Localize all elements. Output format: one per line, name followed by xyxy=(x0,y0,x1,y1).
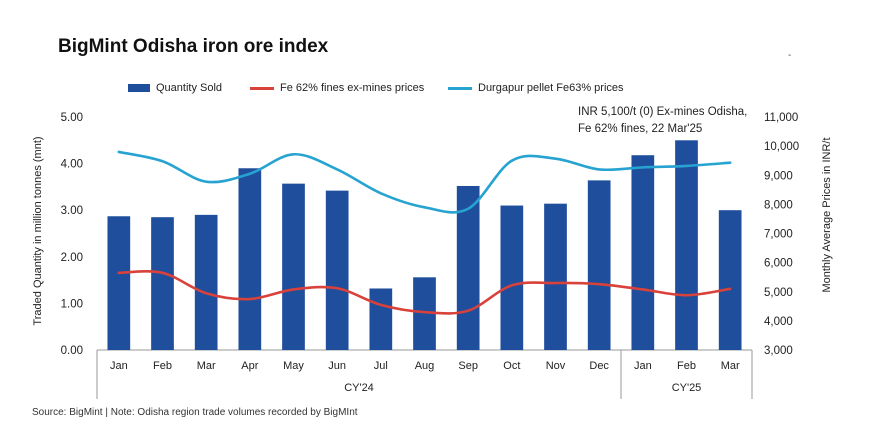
bar-quantity-4 xyxy=(282,183,305,350)
legend-label-fines: Fe 62% fines ex-mines prices xyxy=(280,82,425,94)
bar-quantity-0 xyxy=(107,216,131,350)
x-tick-3: Apr xyxy=(241,360,258,372)
legend-item-fines: Fe 62% fines ex-mines prices xyxy=(250,82,424,94)
y-tick-left-3: 3.00 xyxy=(61,205,83,217)
x-tick-2: Mar xyxy=(197,360,216,372)
y-tick-right-2: 5,000 xyxy=(764,287,793,299)
x-tick-7: Aug xyxy=(415,360,435,372)
y-tick-right-1: 4,000 xyxy=(764,316,793,328)
x-tick-8: Sep xyxy=(458,360,478,372)
y-tick-left-1: 1.00 xyxy=(61,298,83,310)
x-tick-6: Jul xyxy=(374,360,388,372)
y-axis-title-right: Monthly Average Prices in INR/t xyxy=(821,137,833,293)
y-tick-right-6: 9,000 xyxy=(764,170,793,182)
bar-quantity-3 xyxy=(238,168,262,350)
bar-quantity-14 xyxy=(718,210,742,350)
x-tick-11: Dec xyxy=(589,360,609,372)
y-tick-left-2: 2.00 xyxy=(61,252,83,264)
x-tick-5: Jun xyxy=(328,360,346,372)
bar-quantity-11 xyxy=(587,180,611,350)
bar-quantity-13 xyxy=(675,140,698,350)
legend-swatch-pellet xyxy=(448,86,472,90)
bar-quantity-2 xyxy=(194,214,218,350)
y-axis-title-left: Traded Quantity in million tonnes (mnt) xyxy=(32,136,44,326)
annotation-line-1: INR 5,100/t (0) Ex-mines Odisha, xyxy=(578,106,748,118)
y-tick-left-4: 4.00 xyxy=(61,159,83,171)
legend-swatch-fines xyxy=(250,86,274,90)
x-group-label-0: CY'24 xyxy=(344,382,374,394)
legend-label-quantity: Quantity Sold xyxy=(156,82,223,94)
y-tick-right-0: 3,000 xyxy=(764,345,793,357)
y-tick-left-5: 5.00 xyxy=(61,112,83,124)
bar-quantity-5 xyxy=(325,190,349,350)
legend-item-pellet: Durgapur pellet Fe63% prices xyxy=(448,82,624,94)
x-tick-13: Feb xyxy=(677,360,696,372)
bar-quantity-1 xyxy=(151,217,174,350)
x-tick-12: Jan xyxy=(634,360,652,372)
bar-quantity-9 xyxy=(500,205,524,350)
price-annotation: INR 5,100/t (0) Ex-mines Odisha, Fe 62% … xyxy=(578,104,747,138)
legend-label-pellet: Durgapur pellet Fe63% prices xyxy=(478,82,624,94)
legend-item-quantity: Quantity Sold xyxy=(128,82,222,94)
source-footnote: Source: BigMint | Note: Odisha region tr… xyxy=(32,407,358,418)
y-tick-right-3: 6,000 xyxy=(764,258,793,270)
y-tick-right-5: 8,000 xyxy=(764,199,793,211)
x-tick-10: Nov xyxy=(546,360,566,372)
x-tick-9: Oct xyxy=(503,360,520,372)
y-tick-left-0: 0.00 xyxy=(61,345,83,357)
x-tick-14: Mar xyxy=(721,360,740,372)
bar-quantity-6 xyxy=(369,288,393,350)
bar-quantity-12 xyxy=(631,155,655,350)
x-tick-0: Jan xyxy=(110,360,128,372)
bar-quantity-7 xyxy=(413,277,436,350)
chart-title: BigMint Odisha iron ore index xyxy=(58,36,329,57)
bar-quantity-10 xyxy=(544,203,567,350)
legend-swatch-quantity xyxy=(128,84,150,92)
x-group-label-1: CY'25 xyxy=(672,382,702,394)
series-line-pellet xyxy=(117,150,732,214)
x-tick-1: Feb xyxy=(153,360,172,372)
y-tick-right-7: 10,000 xyxy=(764,141,799,153)
x-tick-4: May xyxy=(283,360,304,372)
y-tick-right-8: 11,000 xyxy=(764,112,798,124)
annotation-line-2: Fe 62% fines, 22 Mar'25 xyxy=(578,123,703,135)
y-tick-right-4: 7,000 xyxy=(764,229,793,241)
series-line-fines xyxy=(117,270,732,315)
stray-mark: - xyxy=(788,50,792,61)
